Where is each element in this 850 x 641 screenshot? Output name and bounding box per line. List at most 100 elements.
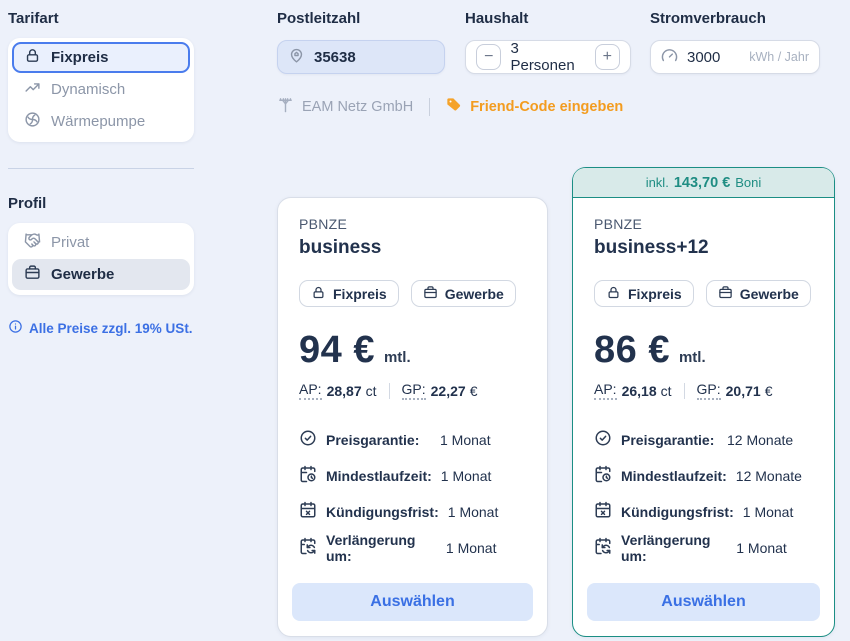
sidebar-item-label: Gewerbe <box>51 266 115 283</box>
sidebar-item-fixpreis[interactable]: Fixpreis <box>12 42 190 73</box>
tariff-details: Preisgarantie: 12 Monate Mindestlaufzeit… <box>594 422 813 566</box>
sidebar-item-privat[interactable]: Privat <box>12 227 190 258</box>
auswaehlen-button[interactable]: Auswählen <box>292 583 533 621</box>
detail-label: Kündigungsfrist: <box>621 504 734 520</box>
stromverbrauch-label: Stromverbrauch <box>650 10 766 27</box>
calendar-sync-icon <box>299 537 317 560</box>
gp-abbr: GP: <box>401 381 426 400</box>
lock-icon <box>24 47 41 68</box>
ap-unit: ct <box>365 382 377 399</box>
detail-row-kuendigungsfrist: Kündigungsfrist: 1 Monat <box>594 494 813 530</box>
gp-unit: € <box>764 382 773 399</box>
fan-icon <box>24 111 41 132</box>
check-circle-icon <box>299 429 317 452</box>
detail-value: 1 Monat <box>445 540 497 556</box>
detail-value: 1 Monat <box>742 504 794 520</box>
sidebar-item-dynamisch[interactable]: Dynamisch <box>12 74 190 105</box>
ap-value: 26,18 <box>621 382 657 399</box>
auswaehlen-button[interactable]: Auswählen <box>587 583 820 621</box>
calendar-x-icon <box>594 501 612 524</box>
fixpreis-badge: Fixpreis <box>299 280 399 307</box>
badge-row: Fixpreis Gewerbe <box>594 280 813 307</box>
detail-value: 1 Monat <box>440 432 491 448</box>
tarifart-list: Fixpreis Dynamisch Wärmepumpe <box>8 38 194 142</box>
detail-row-preisgarantie: Preisgarantie: 1 Monat <box>299 422 526 458</box>
gewerbe-badge: Gewerbe <box>410 280 516 307</box>
tariff-details: Preisgarantie: 1 Monat Mindestlaufzeit: … <box>299 422 526 566</box>
sidebar-item-label: Dynamisch <box>51 81 126 98</box>
tariff-code: PBNZE <box>594 216 643 232</box>
calendar-clock-icon <box>299 465 317 488</box>
tariff-name: business <box>299 237 382 258</box>
detail-label: Mindestlaufzeit: <box>326 468 432 484</box>
sidebar-item-gewerbe[interactable]: Gewerbe <box>12 259 190 290</box>
bonus-banner: inkl. 143,70 € Boni <box>573 168 834 198</box>
haushalt-value: 3 Personen <box>510 40 575 74</box>
sidebar-item-label: Wärmepumpe <box>51 113 146 130</box>
detail-label: Mindestlaufzeit: <box>621 468 727 484</box>
lock-icon <box>606 285 621 303</box>
postleitzahl-input[interactable]: 35638 <box>277 40 445 74</box>
tariff-code: PBNZE <box>299 216 348 232</box>
sidebar-item-label: Privat <box>51 234 90 251</box>
haushalt-increment-button[interactable]: + <box>594 44 620 70</box>
stromverbrauch-unit: kWh / Jahr <box>749 50 809 64</box>
tax-note-text: Alle Preise zzgl. 19% USt. <box>29 320 193 336</box>
detail-label: Verlängerung um: <box>326 532 416 564</box>
badge-row: Fixpreis Gewerbe <box>299 280 526 307</box>
price-period: mtl. <box>383 349 411 366</box>
detail-row-verlaengerung: Verlängerung um: 1 Monat <box>299 530 526 566</box>
detail-value: 12 Monate <box>727 432 794 448</box>
sidebar-item-waermepumpe[interactable]: Wärmepumpe <box>12 106 190 137</box>
tariff-name: business+12 <box>594 237 709 258</box>
stromverbrauch-input[interactable]: 3000 kWh / Jahr <box>650 40 820 74</box>
briefcase-icon <box>718 285 733 303</box>
price-amount: 86 € <box>594 329 670 371</box>
detail-label: Verlängerung um: <box>621 532 711 564</box>
detail-label: Kündigungsfrist: <box>326 504 439 520</box>
ap-abbr: AP: <box>299 381 322 400</box>
tariff-card-business-plus-12: inkl. 143,70 € Boni PBNZE business+12 Fi… <box>572 167 835 637</box>
gp-value: 22,27 <box>430 382 466 399</box>
price-detail-row: AP: 26,18 ct GP: 20,71 € <box>594 381 813 400</box>
stromverbrauch-field-group: Stromverbrauch 3000 kWh / Jahr <box>650 10 820 74</box>
bonus-amount: 143,70 € <box>673 174 731 191</box>
bonus-prefix: inkl. <box>645 175 669 190</box>
friend-code-label: Friend-Code eingeben <box>470 98 624 115</box>
handshake-icon <box>24 232 41 253</box>
tax-note: Alle Preise zzgl. 19% USt. <box>8 319 194 337</box>
stromverbrauch-value: 3000 <box>687 48 721 66</box>
badge-label: Fixpreis <box>628 285 682 302</box>
tariff-card-business: PBNZE business Fixpreis Gewerbe 94 € mtl… <box>277 197 548 637</box>
detail-row-kuendigungsfrist: Kündigungsfrist: 1 Monat <box>299 494 526 530</box>
ap-value: 28,87 <box>326 382 362 399</box>
haushalt-decrement-button[interactable]: − <box>476 44 502 70</box>
briefcase-icon <box>24 264 41 285</box>
price-period: mtl. <box>678 349 706 366</box>
gp-value: 20,71 <box>725 382 761 399</box>
haushalt-stepper: − 3 Personen + <box>465 40 631 74</box>
info-icon <box>8 319 23 337</box>
vertical-divider <box>388 382 390 399</box>
fixpreis-badge: Fixpreis <box>594 280 694 307</box>
detail-label: Preisgarantie: <box>621 432 715 448</box>
friend-code-link[interactable]: Friend-Code eingeben <box>446 97 623 117</box>
netz-info-row: EAM Netz GmbH Friend-Code eingeben <box>277 96 623 117</box>
check-circle-icon <box>594 429 612 452</box>
netz-name: EAM Netz GmbH <box>302 98 414 115</box>
price-row: 86 € mtl. <box>594 329 813 372</box>
price-detail-row: AP: 28,87 ct GP: 22,27 € <box>299 381 526 400</box>
sidebar-divider <box>8 168 194 169</box>
ap-abbr: AP: <box>594 381 617 400</box>
haushalt-field-group: Haushalt − 3 Personen + <box>465 10 631 74</box>
tarifart-title: Tarifart <box>8 10 59 27</box>
gewerbe-badge: Gewerbe <box>705 280 811 307</box>
detail-row-preisgarantie: Preisgarantie: 12 Monate <box>594 422 813 458</box>
detail-row-verlaengerung: Verlängerung um: 1 Monat <box>594 530 813 566</box>
badge-label: Gewerbe <box>444 285 504 302</box>
map-pin-icon <box>288 47 305 68</box>
profil-title: Profil <box>8 195 47 212</box>
sidebar: Tarifart Fixpreis Dynamisch Wärmepumpe P… <box>8 10 194 337</box>
gp-unit: € <box>469 382 478 399</box>
badge-label: Fixpreis <box>333 285 387 302</box>
